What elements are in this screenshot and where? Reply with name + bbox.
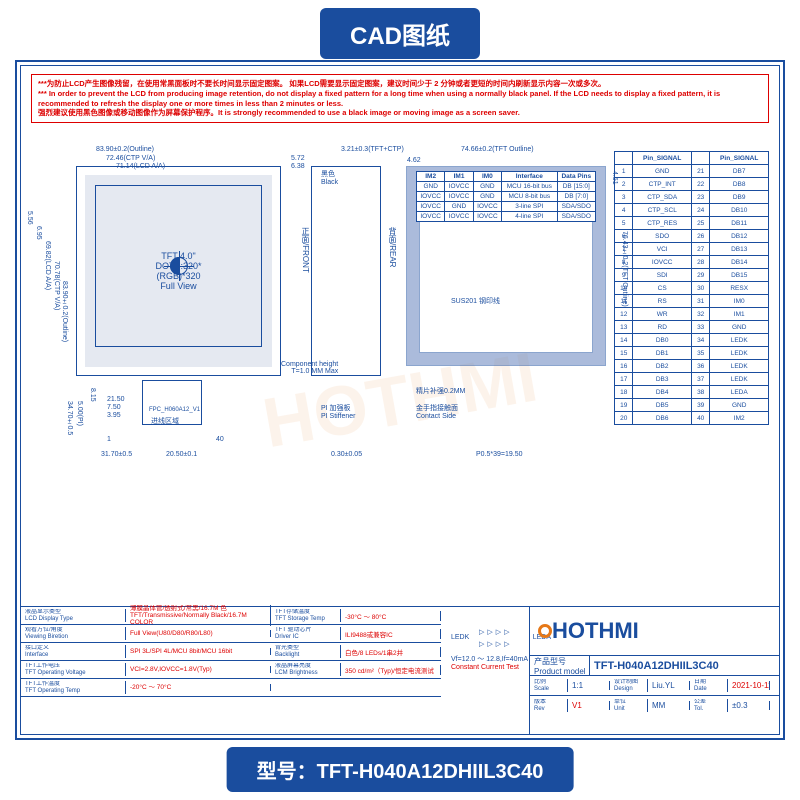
dim-ctp-h: 70.78(CTP V/A) [53,261,60,310]
dim-outline-w: 83.90±0.2(Outline) [96,146,154,153]
pin-1: 1 [107,436,111,443]
dim-pitch: P0.5*39=19.50 [476,451,523,458]
dim-572: 5.72 [291,155,305,162]
product-model: TFT-H040A12DHIIL3C40 [590,660,779,672]
title-block: HOTHMI 产品型号Product model TFT-H040A12DHII… [529,607,779,734]
fpc-label: FPC_H060A12_V1 [149,407,200,413]
warn-zh2: 强烈建议使用黑色图像或移动图像作为屏幕保护程序。It is strongly r… [38,108,762,118]
dim-750: 7.50 [107,404,121,411]
dim-2150: 21.50 [107,396,125,403]
front-panel: TFT 4.0" DOTS:320*(RGB)*320 Full View FP… [76,166,281,376]
inner-frame: ***为防止LCD产生图像残留，在使用常黑面板时不要长时间显示固定图案。 如果L… [20,65,780,735]
tb-row3: 版本 RevV1单位 UnitMM公差 Tol.±0.3 [530,695,779,715]
dim-3170: 31.70±0.5 [101,451,132,458]
center-mark [164,251,194,281]
pin-40: 40 [216,436,224,443]
interface-table: IM2IM1IM0InterfaceData Pins GNDIOVCCGNDM… [416,171,596,222]
pi-label: PI 加强板 PI Stiffener [321,403,356,420]
logo-icon [538,624,552,638]
rear-label: 背面/REAR [387,227,398,267]
active-area: TFT 4.0" DOTS:320*(RGB)*320 Full View [95,185,262,347]
warn-en1: *** In order to prevent the LCD from pro… [38,89,762,109]
tft-view: Full View [137,281,220,291]
side-panel: 正面/FRONT 背面/REAR [311,166,381,376]
dim-aa-h: 69.82(LCD A/A) [44,241,51,290]
dim-462: 4.62 [407,157,421,164]
logo-box: HOTHMI [530,607,779,655]
drawing-frame: ***为防止LCD产生图像残留，在使用常黑面板时不要长时间显示固定图案。 如果L… [15,60,785,740]
dim-030: 0.30±0.05 [331,451,362,458]
dim-556: 5.56 [26,211,33,225]
dim-695: 6.95 [35,226,42,240]
dim-2050: 20.50±0.1 [166,451,197,458]
bottom-banner: 型号：TFT-H040A12DHIIL3C40 [227,747,574,792]
write-area: 进线区域 [151,416,179,426]
dim-395: 3.95 [107,412,121,419]
pin-table: Pin_SIGNALPin_SIGNAL 1GND21DB72CTP_INT22… [614,151,769,425]
front-label: 正面/FRONT [300,227,311,273]
model-row: 产品型号Product model TFT-H040A12DHIIL3C40 [530,655,779,675]
comp-height: Component height T=1.0 MM Max [281,361,338,375]
warning-box: ***为防止LCD产生图像残留，在使用常黑面板时不要长时间显示固定图案。 如果L… [31,74,769,123]
logo-text: HOTHMI [552,618,639,644]
dim-638: 6.38 [291,163,305,170]
gap-label: 精片补强0.2MM [416,386,465,396]
sus-label: SUS201 钢印线 [451,296,500,306]
dim-outline-h: 83.90±0.2(Outline) [61,281,68,342]
top-banner: CAD图纸 [320,8,480,59]
dim-815: 8.15 [89,388,96,402]
dim-tft-w: 74.66±0.2(TFT Outline) [461,146,534,153]
dim-500pi: 5.00(PI) [76,401,83,426]
dim-3470: 34.70±0.5 [66,401,73,435]
main-area: 83.90±0.2(Outline) 72.46(CTP V/A) 71.14(… [21,141,779,604]
dim-thick: 3.21±0.3(TFT+CTP) [341,146,404,153]
prod-label: 产品型号Product model [530,656,590,676]
black-label: 黑色 Black [321,169,338,186]
contact-label: 金手指接触面 Contact Side [416,403,458,420]
spec-block: 液晶显示类型 LCD Display Type薄膜晶体管/透射式/常黑/16.7… [21,606,779,734]
tb-row2: 比例 Scale1:1设计制图 DesignLiu.YL日期 Date2021-… [530,675,779,695]
dim-ctp-w: 72.46(CTP V/A) [106,155,155,162]
warn-zh1: ***为防止LCD产生图像残留，在使用常黑面板时不要长时间显示固定图案。 如果L… [38,79,762,89]
